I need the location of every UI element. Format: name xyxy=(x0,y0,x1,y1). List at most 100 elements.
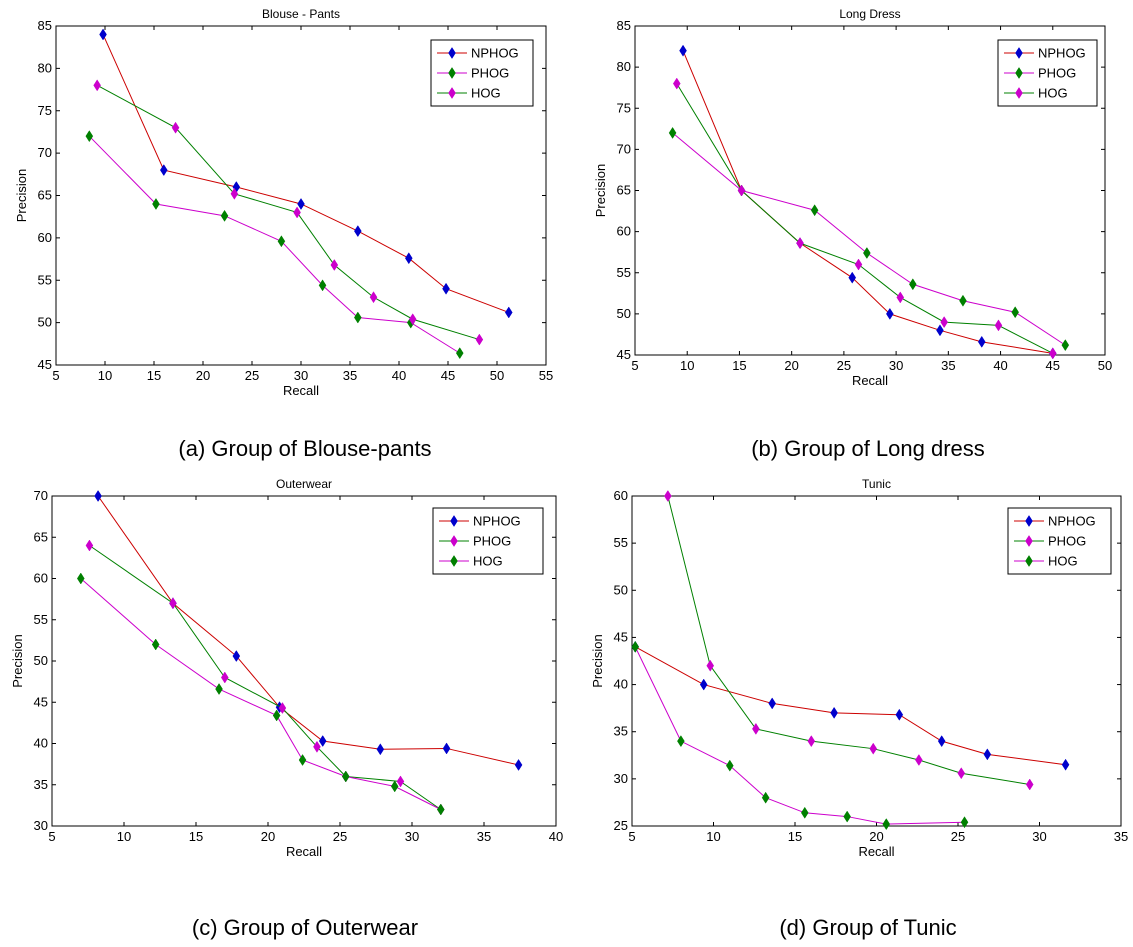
chart-3-series-1-point xyxy=(807,735,816,748)
chart-3-series-0-point xyxy=(983,748,992,761)
chart-1-series-1-line xyxy=(672,132,1066,346)
chart-2-xtick-label: 20 xyxy=(261,829,275,844)
chart-2-series-2-line xyxy=(80,578,442,810)
chart-1-xtick-label: 40 xyxy=(993,358,1007,373)
chart-1-xtick-label: 5 xyxy=(631,358,638,373)
chart-3-legend-marker xyxy=(1025,535,1033,547)
chart-2-series-1-point xyxy=(278,702,287,714)
chart-2-series-0-point xyxy=(94,490,102,502)
chart-2-series-0-point xyxy=(442,742,451,755)
chart-1-title: Long Dress xyxy=(839,7,900,21)
chart-2-xtick-label: 35 xyxy=(477,829,491,844)
chart-3-legend-label: HOG xyxy=(1048,554,1078,569)
chart-1-series-1-point xyxy=(1061,339,1070,352)
chart-1-series-2-line xyxy=(676,83,1054,354)
chart-3-series-1-point xyxy=(752,722,760,735)
chart-3-series-0-point xyxy=(937,735,946,748)
chart-0-xtick-label: 10 xyxy=(98,368,112,383)
chart-0-xtick-label: 45 xyxy=(441,368,455,383)
chart-0-series-1-line xyxy=(88,135,461,354)
chart-0-series-2-line xyxy=(96,84,480,341)
chart-0-xtick-label: 55 xyxy=(539,368,553,383)
chart-0-ytick-label: 70 xyxy=(38,145,52,160)
chart-1-series-0-point xyxy=(936,324,944,337)
chart-1-xtick-label: 30 xyxy=(889,358,903,373)
chart-2-legend-label: HOG xyxy=(473,554,503,569)
chart-3-ytick-label: 45 xyxy=(614,629,628,644)
chart-2-series-1-point xyxy=(396,775,405,788)
chart-0-legend-marker xyxy=(448,67,456,79)
chart-3-xtick-label: 5 xyxy=(628,829,635,844)
chart-0-ytick-label: 80 xyxy=(38,60,52,75)
chart-2-legend-marker xyxy=(450,535,458,547)
chart-0-ytick-label: 50 xyxy=(38,315,52,330)
chart-0-legend-label: PHOG xyxy=(471,66,509,81)
chart-2-ytick-label: 40 xyxy=(34,736,48,751)
chart-2-ytick-label: 45 xyxy=(34,694,48,709)
chart-2-xtick-label: 30 xyxy=(405,829,419,844)
chart-3-series-2-point xyxy=(631,640,640,653)
chart-1-series-2-point xyxy=(854,258,863,271)
chart-3-xtick-label: 20 xyxy=(869,829,883,844)
chart-0-series-1-point xyxy=(455,347,464,360)
chart-1-xtick-label: 25 xyxy=(837,358,851,373)
chart-1-xlabel: Recall xyxy=(852,373,888,388)
chart-2-xtick-label: 5 xyxy=(48,829,55,844)
chart-2-ytick-label: 60 xyxy=(34,571,48,586)
chart-3-xtick-label: 35 xyxy=(1114,829,1128,844)
chart-2-title: Outerwear xyxy=(276,477,332,491)
chart-1-series-1-point xyxy=(959,294,967,307)
chart-0-xtick-label: 25 xyxy=(245,368,259,383)
chart-2-ytick-label: 30 xyxy=(34,818,48,833)
chart-1-legend-marker xyxy=(1015,87,1023,99)
chart-1-ytick-label: 55 xyxy=(617,265,631,280)
caption-d: (d) Group of Tunic xyxy=(779,915,956,940)
chart-3-series-2-point xyxy=(800,806,809,819)
chart-0-xlabel: Recall xyxy=(283,383,319,398)
chart-0-series-2-point xyxy=(475,333,484,346)
chart-0-ytick-label: 55 xyxy=(38,272,52,287)
chart-3-series-0-point xyxy=(699,678,708,691)
chart-3-ytick-label: 25 xyxy=(614,818,628,833)
chart-1-series-1-point xyxy=(1011,306,1019,319)
chart-3-title: Tunic xyxy=(862,477,891,491)
chart-3-xtick-label: 25 xyxy=(951,829,965,844)
chart-0-title: Blouse - Pants xyxy=(262,7,340,21)
chart-2-series-0-point xyxy=(376,743,385,756)
chart-1-legend-label: HOG xyxy=(1038,86,1068,101)
chart-3-series-0-line xyxy=(635,646,1066,766)
chart-3-series-2-point xyxy=(843,810,851,823)
chart-3-ytick-label: 60 xyxy=(614,488,628,503)
chart-0-xtick-label: 35 xyxy=(343,368,357,383)
chart-1-series-2-point xyxy=(940,316,948,329)
chart-1-series-0-point xyxy=(886,307,894,320)
chart-3-legend-marker xyxy=(1025,515,1033,527)
chart-1-series-1-point xyxy=(668,126,677,139)
chart-0-series-1-point xyxy=(277,235,286,248)
chart-1-xtick-label: 20 xyxy=(784,358,798,373)
chart-2-ytick-label: 35 xyxy=(34,777,48,792)
chart-2-series-2-point xyxy=(151,638,160,651)
chart-0-legend-label: NPHOG xyxy=(471,46,519,61)
chart-2-xtick-label: 15 xyxy=(189,829,203,844)
chart-3-series-2-point xyxy=(726,759,734,772)
chart-0-series-2-point xyxy=(171,121,180,134)
chart-1-legend-marker xyxy=(1015,67,1023,79)
chart-1-ylabel: Precision xyxy=(593,164,608,217)
chart-1-series-2-point xyxy=(1048,347,1057,360)
chart-1-series-1-point xyxy=(863,247,871,259)
caption-a: (a) Group of Blouse-pants xyxy=(178,436,431,461)
chart-2-series-2-point xyxy=(77,572,85,585)
chart-2-series-0-point xyxy=(318,735,327,747)
chart-1-xtick-label: 45 xyxy=(1046,358,1060,373)
chart-3-series-0-point xyxy=(830,706,838,719)
chart-0-xtick-label: 50 xyxy=(490,368,504,383)
chart-1-legend-marker xyxy=(1015,47,1023,59)
chart-0-ytick-label: 45 xyxy=(38,357,52,372)
chart-1-legend-label: PHOG xyxy=(1038,66,1076,81)
chart-2-ylabel: Precision xyxy=(10,634,25,687)
chart-0-xtick-label: 30 xyxy=(294,368,308,383)
chart-1-series-1-point xyxy=(810,204,819,217)
chart-2-series-0-point xyxy=(514,758,523,771)
chart-2-legend-label: NPHOG xyxy=(473,514,521,529)
